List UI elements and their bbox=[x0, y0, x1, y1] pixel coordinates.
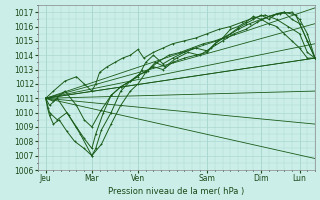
X-axis label: Pression niveau de la mer( hPa ): Pression niveau de la mer( hPa ) bbox=[108, 187, 244, 196]
